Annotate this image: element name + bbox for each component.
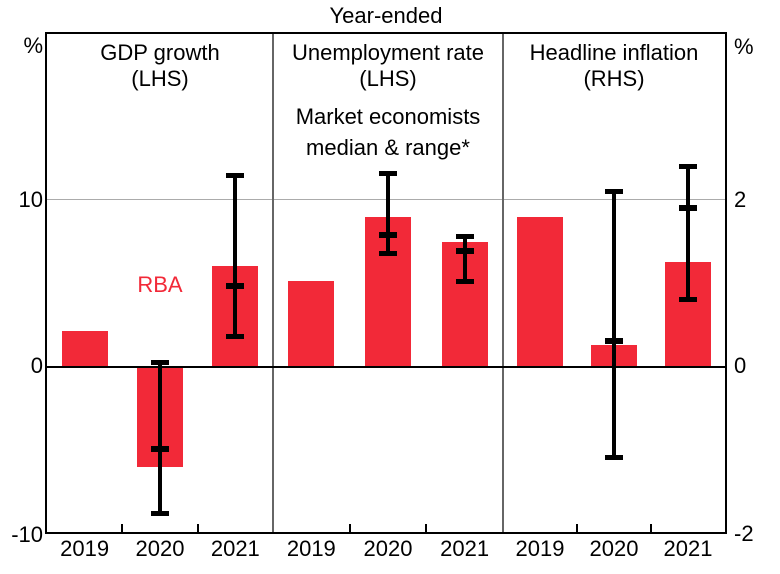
x-tick-label-headline-inflation-2019: 2019 xyxy=(515,536,565,561)
x-tick-label-headline-inflation-2021: 2021 xyxy=(663,536,713,561)
x-tick-label-gdp-growth-2019: 2019 xyxy=(60,536,110,561)
x-minor-tick-headline-inflation-0 xyxy=(576,524,578,532)
panel-divider-1 xyxy=(272,34,274,532)
x-tick-label-unemployment-rate-2020: 2020 xyxy=(363,536,413,561)
market-range-median-headline-inflation-2021 xyxy=(679,205,697,212)
right-axis-tick-neg2: -2 xyxy=(734,521,754,546)
market-range-low-cap-unemployment-rate-2020 xyxy=(379,250,397,256)
market-economists-note: Market economists median & range* xyxy=(273,101,503,163)
rba-bar-gdp-growth-2019 xyxy=(61,331,108,366)
panel-divider-2 xyxy=(502,34,504,532)
market-range-median-gdp-growth-2020 xyxy=(151,446,169,452)
market-range-line-headline-inflation-2020 xyxy=(612,191,616,458)
x-minor-tick-headline-inflation-1 xyxy=(650,524,652,532)
zero-line xyxy=(47,366,725,368)
left-axis-tick-10: 10 xyxy=(18,187,43,212)
panel-axis-tag-unemployment: (LHS) xyxy=(359,66,417,91)
market-range-line-gdp-growth-2021 xyxy=(233,175,238,337)
x-tick-label-unemployment-rate-2019: 2019 xyxy=(286,536,336,561)
market-range-high-cap-headline-inflation-2020 xyxy=(605,189,623,195)
market-range-high-cap-unemployment-rate-2021 xyxy=(455,234,474,240)
left-axis-unit: % xyxy=(23,33,43,58)
x-minor-tick-unemployment-rate-0 xyxy=(348,524,351,532)
market-note-line2: median & range* xyxy=(306,135,470,160)
rba-series-label: RBA xyxy=(137,272,183,297)
left-axis-tick-0: 0 xyxy=(30,353,43,378)
panel-title-inflation: Headline inflation xyxy=(529,40,699,65)
rba-bar-unemployment-rate-2019 xyxy=(288,281,335,366)
market-range-line-gdp-growth-2020 xyxy=(158,362,162,514)
market-range-high-cap-gdp-growth-2020 xyxy=(151,360,169,366)
market-range-line-unemployment-rate-2021 xyxy=(462,236,467,282)
market-range-median-unemployment-rate-2020 xyxy=(379,231,397,238)
plot-area: GDP growth (LHS) Unemployment rate (LHS)… xyxy=(45,32,727,534)
x-tick-label-gdp-growth-2020: 2020 xyxy=(135,536,185,561)
panel-header-unemployment: Unemployment rate (LHS) xyxy=(273,40,503,92)
market-range-high-cap-unemployment-rate-2020 xyxy=(379,170,397,176)
market-range-median-headline-inflation-2020 xyxy=(605,338,623,345)
market-note-line1: Market economists xyxy=(295,104,481,129)
panel-axis-tag-inflation: (RHS) xyxy=(583,66,645,91)
market-range-median-gdp-growth-2021 xyxy=(226,283,245,290)
panel-header-inflation: Headline inflation (RHS) xyxy=(503,40,725,92)
x-tick-label-headline-inflation-2020: 2020 xyxy=(589,536,639,561)
right-axis-tick-0: 0 xyxy=(734,353,747,378)
x-minor-tick-gdp-growth-0 xyxy=(121,524,124,532)
panel-axis-tag-gdp: (LHS) xyxy=(131,66,189,91)
panel-title-unemployment: Unemployment rate xyxy=(292,40,484,65)
market-range-low-cap-unemployment-rate-2021 xyxy=(455,278,474,284)
right-axis-tick-2: 2 xyxy=(734,187,747,212)
chart-title: Year-ended xyxy=(329,3,443,28)
market-range-line-unemployment-rate-2020 xyxy=(386,173,390,254)
x-minor-tick-unemployment-rate-1 xyxy=(425,524,428,532)
market-range-low-cap-headline-inflation-2020 xyxy=(605,454,623,460)
left-axis-tick-neg10: -10 xyxy=(11,522,43,547)
x-tick-label-unemployment-rate-2021: 2021 xyxy=(440,536,490,561)
market-range-low-cap-gdp-growth-2021 xyxy=(226,333,245,339)
market-range-median-unemployment-rate-2021 xyxy=(455,248,474,255)
x-minor-tick-gdp-growth-1 xyxy=(196,524,199,532)
market-range-high-cap-headline-inflation-2021 xyxy=(679,164,697,170)
panel-header-gdp: GDP growth (LHS) xyxy=(47,40,273,92)
market-range-low-cap-headline-inflation-2021 xyxy=(679,297,697,303)
x-tick-label-gdp-growth-2021: 2021 xyxy=(210,536,260,561)
market-range-line-headline-inflation-2021 xyxy=(686,166,690,300)
rba-bar-headline-inflation-2019 xyxy=(517,216,563,366)
market-range-low-cap-gdp-growth-2020 xyxy=(151,511,169,517)
right-axis-unit: % xyxy=(734,34,754,59)
market-range-high-cap-gdp-growth-2021 xyxy=(226,172,245,178)
panel-title-gdp: GDP growth xyxy=(100,40,220,65)
